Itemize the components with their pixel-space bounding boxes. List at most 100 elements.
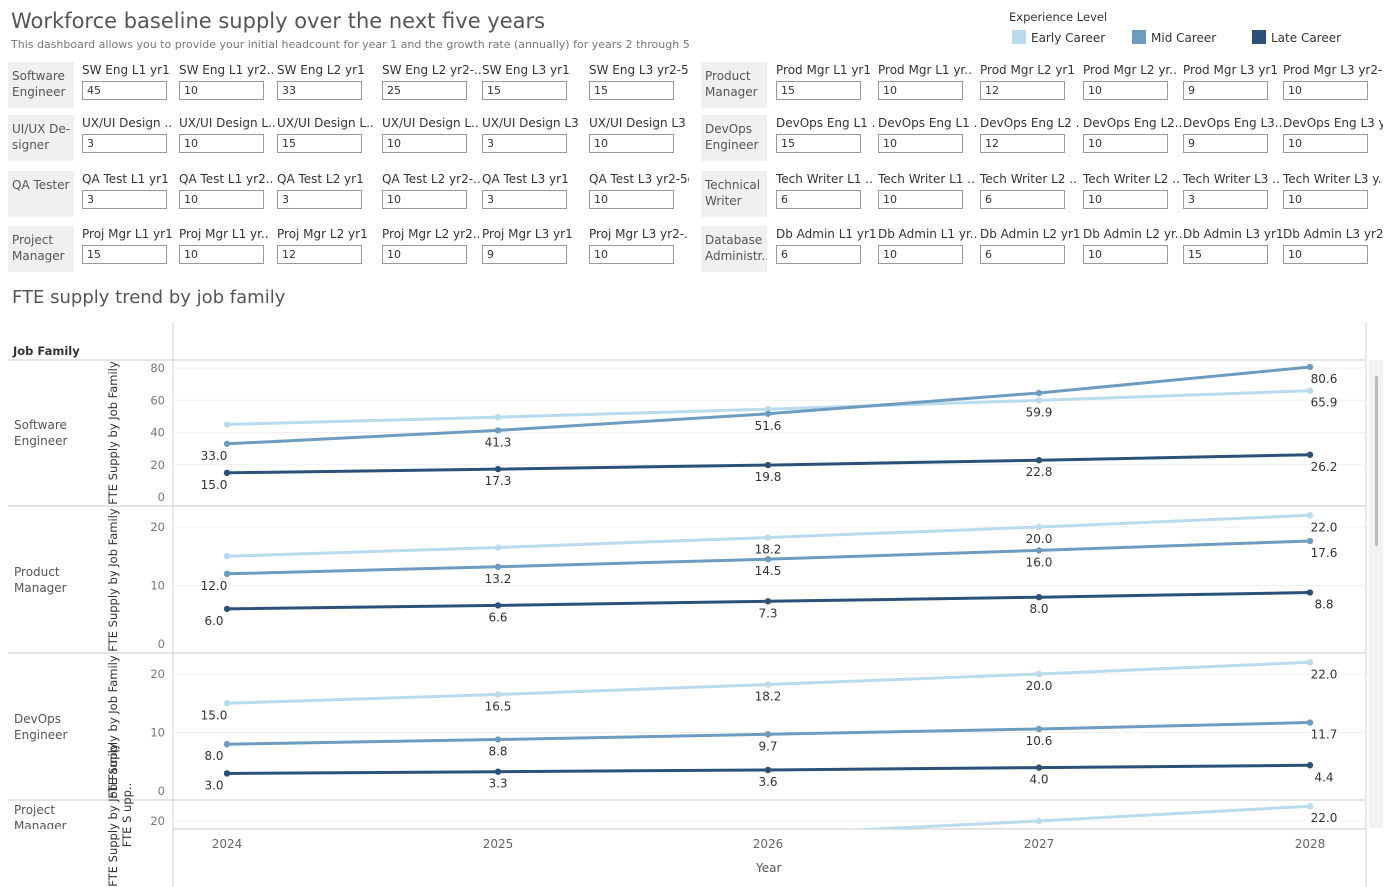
data-point[interactable]: [223, 741, 231, 748]
data-point[interactable]: [1035, 670, 1043, 678]
parameter-input[interactable]: [1183, 190, 1268, 209]
data-point[interactable]: [764, 598, 772, 605]
data-point[interactable]: [1035, 764, 1043, 771]
data-point[interactable]: [223, 421, 231, 428]
data-point[interactable]: [1035, 725, 1043, 733]
parameter-input[interactable]: [589, 81, 674, 100]
data-point[interactable]: [1306, 387, 1314, 394]
parameter-input[interactable]: [1283, 245, 1368, 264]
parameter-input[interactable]: [878, 190, 963, 209]
data-point[interactable]: [223, 469, 231, 477]
data-point[interactable]: [223, 770, 231, 777]
parameter-input[interactable]: [878, 134, 963, 153]
data-point[interactable]: [1306, 451, 1314, 458]
data-point[interactable]: [494, 563, 502, 570]
data-point[interactable]: [494, 691, 502, 698]
data-point[interactable]: [494, 602, 502, 609]
chart-scrollbar-thumb[interactable]: [1375, 376, 1378, 546]
parameter-input[interactable]: [1083, 81, 1168, 100]
parameter-input[interactable]: [277, 134, 362, 153]
parameter-input[interactable]: [878, 245, 963, 264]
parameter-input[interactable]: [1283, 134, 1368, 153]
data-point[interactable]: [1306, 719, 1314, 726]
parameter-input[interactable]: [277, 245, 362, 264]
parameter-input[interactable]: [776, 190, 861, 209]
parameter-input[interactable]: [776, 134, 861, 153]
data-point[interactable]: [494, 544, 502, 551]
data-point[interactable]: [1306, 803, 1314, 810]
parameter-input[interactable]: [179, 190, 264, 209]
legend-item-mid-career[interactable]: Mid Career: [1132, 30, 1216, 46]
parameter-input[interactable]: [980, 81, 1065, 100]
parameter-input[interactable]: [1083, 134, 1168, 153]
data-point[interactable]: [224, 855, 230, 861]
parameter-input[interactable]: [1283, 190, 1368, 209]
parameter-input[interactable]: [482, 190, 567, 209]
data-point[interactable]: [223, 440, 231, 447]
parameter-input[interactable]: [776, 245, 861, 264]
data-point[interactable]: [223, 605, 231, 613]
data-point[interactable]: [494, 413, 502, 421]
parameter-input[interactable]: [980, 245, 1065, 264]
parameter-input[interactable]: [482, 81, 567, 100]
parameter-input[interactable]: [980, 190, 1065, 209]
data-point[interactable]: [223, 700, 231, 707]
parameter-input[interactable]: [82, 134, 167, 153]
data-point[interactable]: [1035, 397, 1043, 404]
parameter-input[interactable]: [179, 245, 264, 264]
parameter-input[interactable]: [82, 245, 167, 264]
data-point[interactable]: [1306, 589, 1314, 596]
data-point[interactable]: [494, 465, 502, 473]
data-point[interactable]: [494, 427, 502, 434]
parameter-input[interactable]: [382, 81, 467, 100]
parameter-input[interactable]: [382, 245, 467, 264]
parameter-input[interactable]: [382, 134, 467, 153]
parameter-input[interactable]: [277, 81, 362, 100]
data-point[interactable]: [223, 553, 231, 560]
data-point[interactable]: [1035, 523, 1043, 531]
data-point[interactable]: [1306, 537, 1314, 545]
parameter-input[interactable]: [82, 81, 167, 100]
data-point[interactable]: [764, 410, 772, 417]
parameter-input[interactable]: [277, 190, 362, 209]
data-point[interactable]: [764, 461, 772, 469]
data-point[interactable]: [1035, 817, 1043, 825]
data-point[interactable]: [494, 736, 502, 743]
legend-item-late-career[interactable]: Late Career: [1252, 30, 1341, 46]
chart-scrollbar[interactable]: [1369, 360, 1383, 828]
parameter-input[interactable]: [980, 134, 1065, 153]
parameter-input[interactable]: [589, 134, 674, 153]
parameter-input[interactable]: [482, 245, 567, 264]
data-point[interactable]: [1035, 594, 1043, 601]
parameter-input[interactable]: [482, 134, 567, 153]
data-point[interactable]: [1035, 547, 1043, 554]
parameter-input[interactable]: [179, 134, 264, 153]
parameter-input[interactable]: [82, 190, 167, 209]
data-point[interactable]: [1035, 389, 1043, 397]
data-point[interactable]: [764, 405, 772, 413]
data-point[interactable]: [1306, 363, 1314, 371]
data-point[interactable]: [494, 768, 502, 775]
series-line[interactable]: [227, 804, 1311, 858]
parameter-input[interactable]: [1083, 245, 1168, 264]
data-point[interactable]: [223, 570, 231, 577]
parameter-input[interactable]: [1183, 81, 1268, 100]
parameter-input[interactable]: [1283, 81, 1368, 100]
parameter-input[interactable]: [1183, 245, 1268, 264]
legend-item-early-career[interactable]: Early Career: [1012, 30, 1105, 46]
parameter-input[interactable]: [589, 190, 674, 209]
data-point[interactable]: [764, 555, 772, 563]
parameter-input[interactable]: [1083, 190, 1168, 209]
parameter-input[interactable]: [382, 190, 467, 209]
parameter-input[interactable]: [878, 81, 963, 100]
parameter-input[interactable]: [179, 81, 264, 100]
parameter-input[interactable]: [776, 81, 861, 100]
data-point[interactable]: [1306, 512, 1314, 519]
data-point[interactable]: [764, 681, 772, 688]
data-point[interactable]: [764, 766, 772, 774]
data-point[interactable]: [764, 534, 772, 541]
data-point[interactable]: [1306, 659, 1314, 666]
data-point[interactable]: [1035, 457, 1043, 464]
data-point[interactable]: [764, 731, 772, 738]
parameter-input[interactable]: [589, 245, 674, 264]
